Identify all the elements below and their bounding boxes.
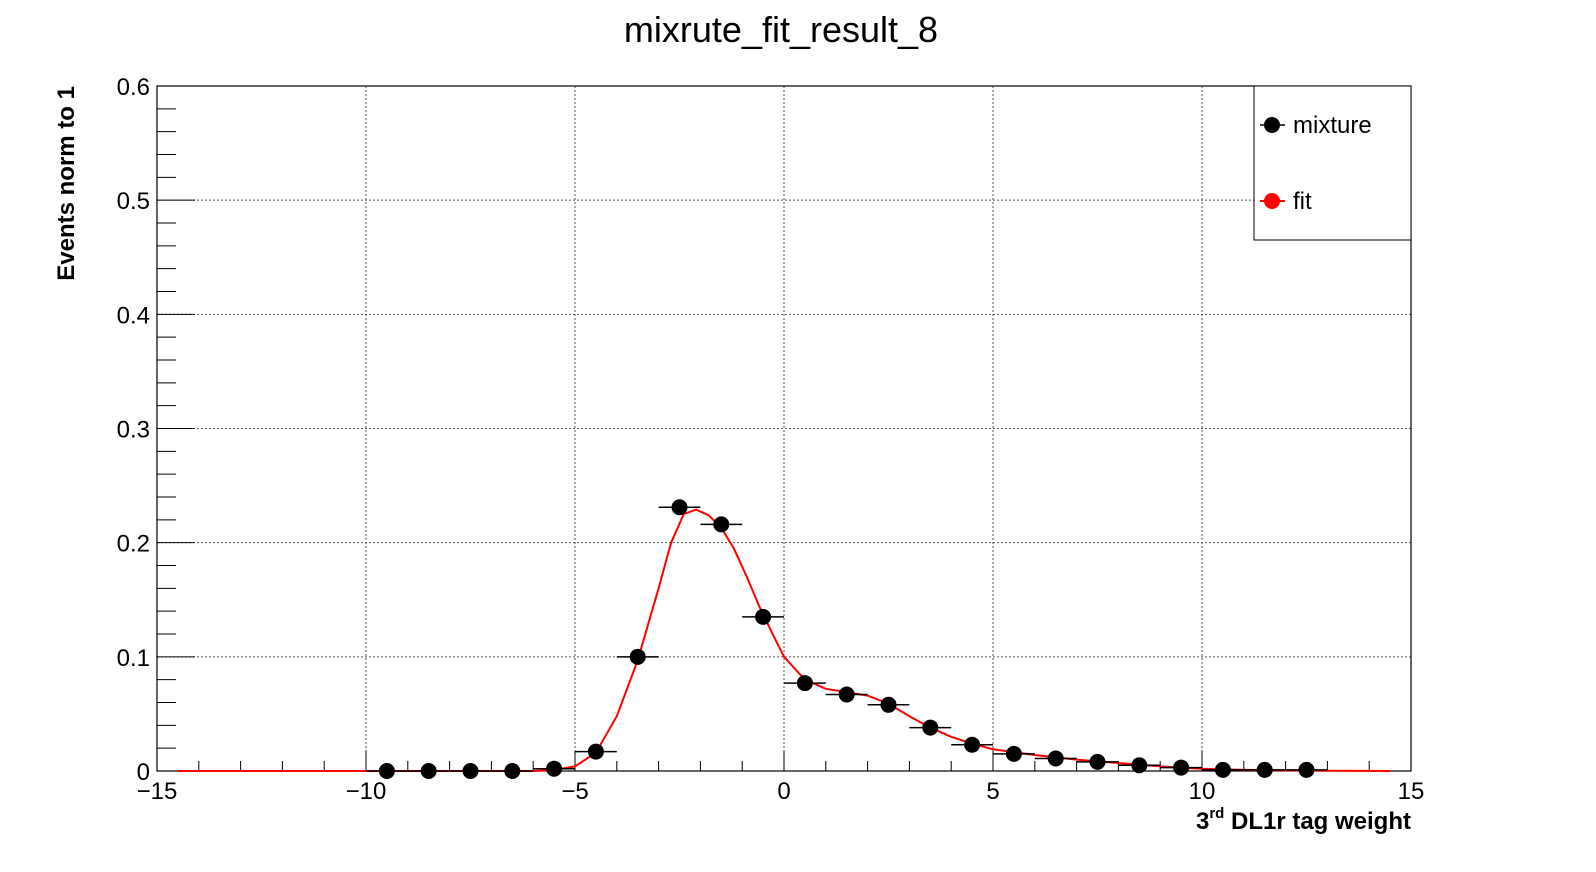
- legend-box: [1253, 85, 1412, 241]
- mixture-point: [755, 608, 772, 625]
- y-tick-label: 0.5: [117, 188, 150, 215]
- chart-title: mixrute_fit_result_8: [624, 9, 938, 50]
- mixture-point: [629, 648, 646, 665]
- mixture-point: [922, 719, 939, 736]
- grid-lines: [157, 86, 1411, 771]
- y-tick-label: 0: [137, 759, 150, 786]
- legend-mixture-label: mixture: [1293, 112, 1372, 139]
- mixture-point: [713, 516, 730, 533]
- mixture-point: [1256, 761, 1273, 778]
- mixture-point: [1173, 759, 1190, 776]
- mixture-point: [964, 736, 981, 753]
- x-tick-label: 5: [986, 778, 999, 805]
- mixture-point: [796, 675, 813, 692]
- mixture-point: [1089, 753, 1106, 770]
- x-tick-label: 0: [777, 778, 790, 805]
- y-tick-label: 0.4: [117, 302, 150, 329]
- legend-mixture-marker: [1264, 117, 1280, 133]
- mixture-point: [880, 696, 897, 713]
- mixture-series: [366, 499, 1328, 779]
- x-tick-label: 15: [1398, 778, 1425, 805]
- x-axis-label-prefix: 3: [1196, 808, 1209, 835]
- mixture-point: [587, 743, 604, 760]
- mixture-point: [1214, 761, 1231, 778]
- mixture-point: [462, 763, 479, 779]
- y-tick-label: 0.2: [117, 531, 150, 558]
- x-axis: −15 −10 −5 0 5 10 15: [137, 751, 1425, 805]
- mixture-point: [1131, 757, 1148, 774]
- mixture-point: [504, 763, 521, 779]
- x-tick-label: −10: [346, 778, 387, 805]
- mixture-point: [1047, 750, 1064, 767]
- y-tick-label: 0.3: [117, 417, 150, 444]
- y-axis-label: Events norm to 1: [53, 86, 80, 281]
- mixture-point: [1005, 745, 1022, 762]
- mixture-point: [1298, 761, 1315, 778]
- x-axis-label: 3rd DL1r tag weight: [1196, 805, 1411, 835]
- legend-fit-label: fit: [1293, 188, 1312, 215]
- legend-fit-marker: [1264, 193, 1280, 209]
- mixture-point: [378, 763, 395, 779]
- x-tick-label: −5: [561, 778, 588, 805]
- mixture-point: [546, 760, 563, 777]
- legend: mixture fit: [1253, 85, 1412, 241]
- y-tick-label: 0.6: [117, 74, 150, 101]
- x-tick-label: −15: [137, 778, 178, 805]
- x-tick-label: 10: [1189, 778, 1216, 805]
- x-axis-label-sup: rd: [1209, 805, 1224, 822]
- y-axis: 0 0.1 0.2 0.3 0.4 0.5 0.6: [117, 74, 195, 786]
- mixture-point: [838, 686, 855, 703]
- x-axis-label-suffix: DL1r tag weight: [1224, 808, 1411, 835]
- y-tick-label: 0.1: [117, 645, 150, 672]
- mixture-point: [671, 499, 688, 516]
- mixture-point: [420, 763, 437, 779]
